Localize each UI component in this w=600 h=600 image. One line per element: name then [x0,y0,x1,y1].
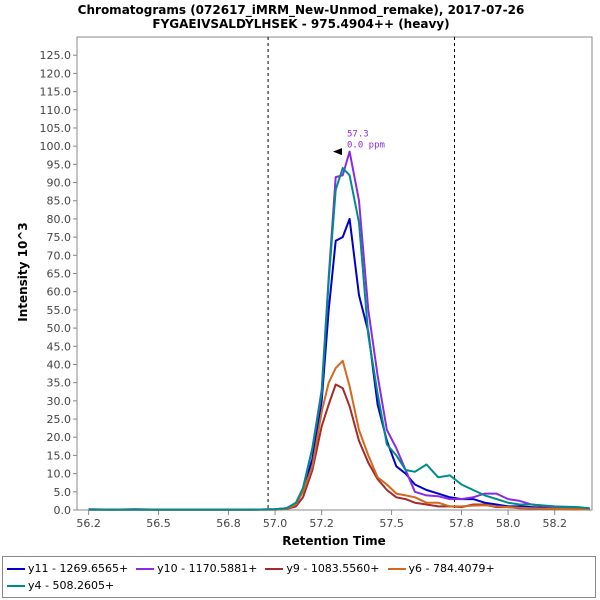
y-tick-label: 15.0 [47,449,72,462]
y-tick-label: 70.0 [47,249,72,262]
legend-label: y11 - 1269.6565+ [28,562,129,575]
series-layer [88,150,590,511]
chart-legend: y11 - 1269.6565+ y10 - 1170.5881+ y9 - 108… [2,556,596,598]
legend-label: y10 - 1170.5881+ [157,562,258,575]
legend-label: y9 - 1083.5560+ [286,562,380,575]
y-tick-label: 95.0 [47,158,72,171]
y-tick-label: 60.0 [47,286,72,299]
x-tick-label: 57.8 [449,517,474,530]
y-tick-label: 10.0 [47,468,72,481]
y-tick-label: 55.0 [47,304,72,317]
y-tick-label: 40.0 [47,358,72,371]
y-tick-label: 50.0 [47,322,72,335]
y-tick-label: 100.0 [40,140,72,153]
x-axis: 56.2 56.5 56.8 57.0 57.2 57.5 57.8 58.0 58.2 [76,510,567,530]
legend-swatch [7,584,25,587]
y-tick-label: 110.0 [40,104,72,117]
y-tick-label: 125.0 [40,49,72,62]
legend-swatch [265,567,284,570]
plot-area [76,36,593,511]
y-tick-label: 5.0 [54,486,72,499]
x-tick-label: 56.8 [216,517,241,530]
x-tick-label: 57.0 [263,517,288,530]
y-tick-label: 30.0 [47,395,72,408]
x-axis-label: Retention Time [282,534,386,548]
x-tick-label: 56.5 [146,517,171,530]
legend-item: y9 - 1083.5560+ [265,560,380,577]
x-tick-label: 58.0 [496,517,521,530]
chart-subtitle: FYGAEIVSALDYLHSEK - 975.4904++ (heavy) [152,17,449,31]
x-tick-label: 57.2 [309,517,334,530]
y-tick-label: 90.0 [47,177,72,190]
legend-swatch [387,567,406,570]
legend-swatch [7,567,25,570]
series-line-4 [88,167,590,511]
chromatogram-chart: Chromatograms (072617_iMRM_New-Unmod_rem… [16,3,593,548]
x-tick-label: 57.5 [379,517,404,530]
legend-swatch [136,567,155,570]
y-tick-label: 75.0 [47,231,72,244]
legend-label: y4 - 508.2605+ [28,579,115,592]
y-tick-label: 25.0 [47,413,72,426]
y-tick-label: 45.0 [47,340,72,353]
y-tick-label: 105.0 [40,122,72,135]
y-tick-label: 120.0 [40,67,72,80]
x-tick-label: 58.2 [542,517,567,530]
y-axis: 0.0 5.0 10.0 15.0 20.0 25.0 30.0 35.0 40.0 45.0 50… [40,49,77,517]
legend-item: y6 - 784.4079+ [387,560,495,577]
integration-boundaries [267,37,456,510]
chart-title: Chromatograms (072617_iMRM_New-Unmod_rem… [78,3,525,18]
peak-ppm-label: 0.0 ppm [347,141,385,151]
peak-rt-label: 57.3 [347,130,369,140]
y-tick-label: 65.0 [47,268,72,281]
legend-item: y11 - 1269.6565+ [7,560,128,577]
y-tick-label: 115.0 [40,86,72,99]
legend-item: y10 - 1170.5881+ [136,560,257,577]
peak-marker-arrow [332,148,342,156]
peak-annotation: 57.30.0 ppm [332,130,385,156]
legend-label: y6 - 784.4079+ [408,562,495,575]
y-tick-label: 35.0 [47,377,72,390]
y-tick-label: 85.0 [47,195,72,208]
y-tick-label: 0.0 [54,504,72,517]
x-tick-label: 56.2 [76,517,101,530]
y-tick-label: 20.0 [47,431,72,444]
legend-item: y4 - 508.2605+ [7,577,114,594]
y-axis-label: Intensity 10^3 [16,222,30,322]
y-tick-label: 80.0 [47,213,72,226]
